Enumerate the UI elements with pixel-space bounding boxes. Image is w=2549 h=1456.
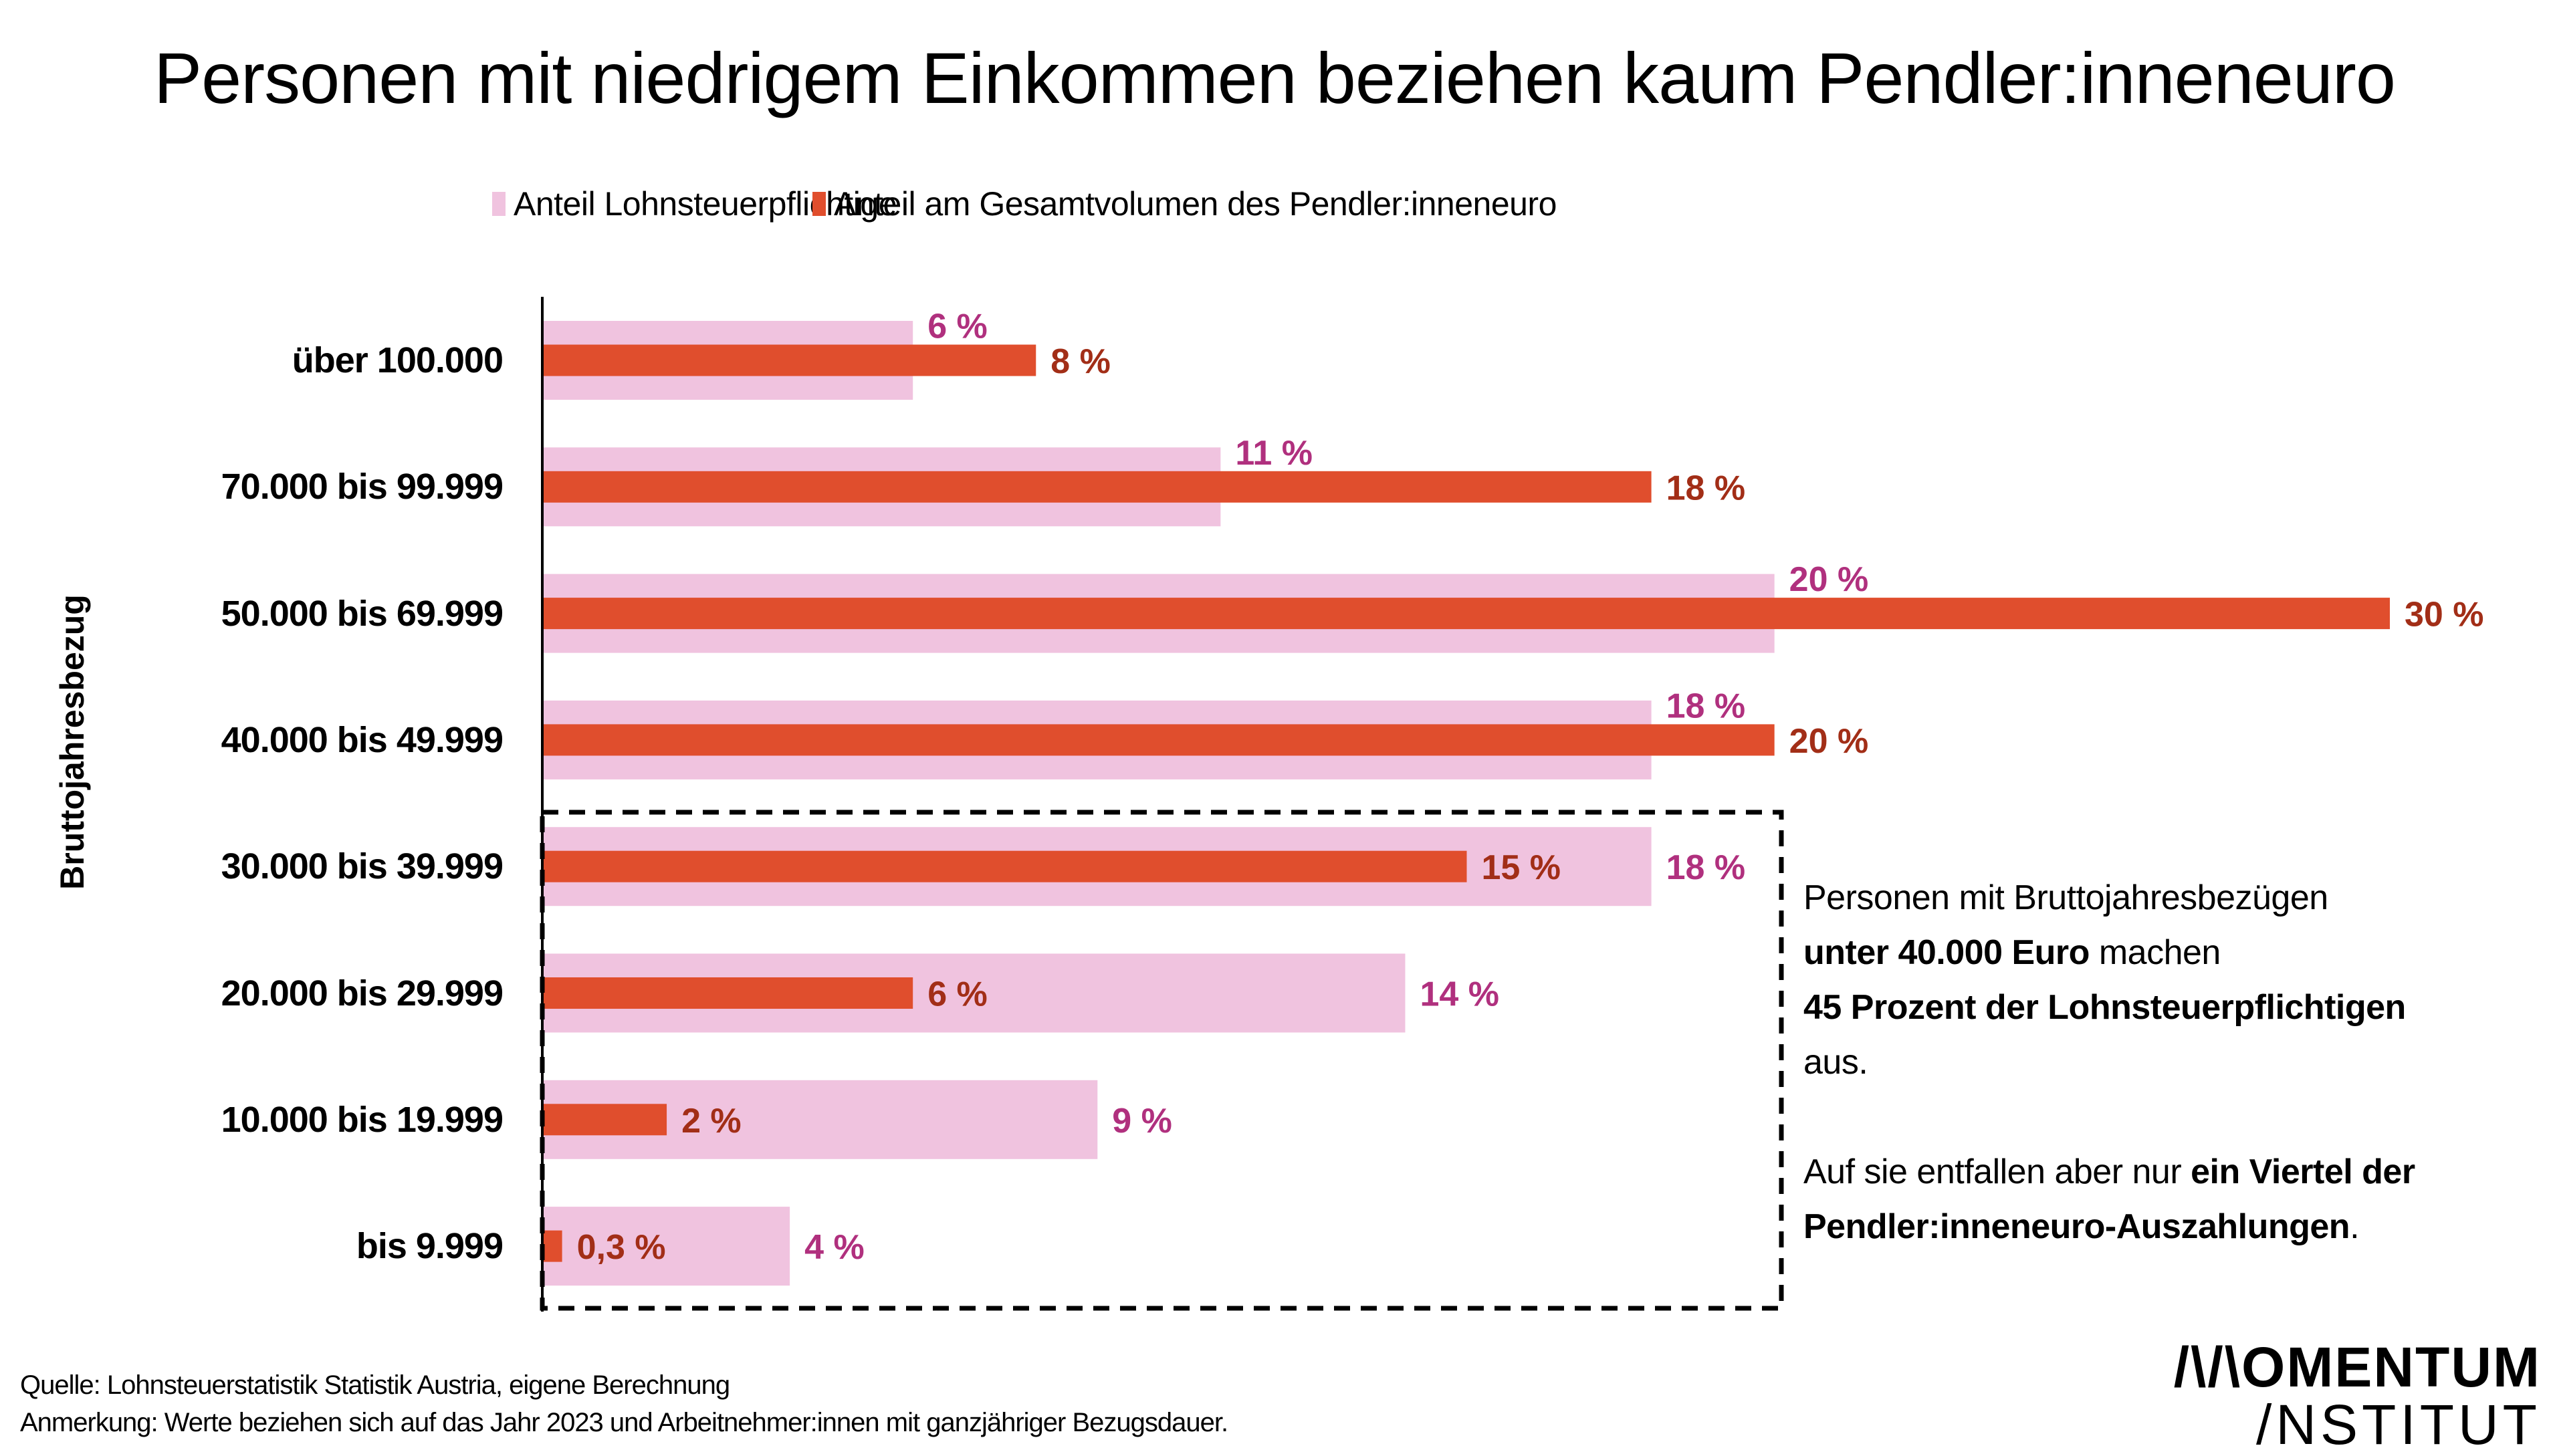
annotation-bold: ein Viertel der xyxy=(2191,1152,2415,1191)
value-label-pendlereuro: 20 % xyxy=(1789,722,1869,761)
bar-pendlereuro xyxy=(544,1230,562,1262)
legend-swatch-pink xyxy=(492,192,506,216)
category-label: 30.000 bis 39.999 xyxy=(221,846,504,887)
category-label: 20.000 bis 29.999 xyxy=(221,973,504,1013)
bar-pendlereuro xyxy=(544,977,913,1009)
annotation-text: Personen mit Bruttojahresbezügen xyxy=(1803,878,2328,917)
value-label-lohnsteuerpflichtige: 4 % xyxy=(804,1228,865,1267)
value-label-lohnsteuerpflichtige: 18 % xyxy=(1666,687,1746,725)
annotation-line: Personen mit Bruttojahresbezügen xyxy=(1803,870,2539,925)
category-label: 10.000 bis 19.999 xyxy=(221,1099,504,1140)
annotation-line: 45 Prozent der Lohnsteuerpflichtigen xyxy=(1803,980,2539,1035)
legend-label: Anteil am Gesamtvolumen des Pendler:inne… xyxy=(834,185,1557,223)
value-label-lohnsteuerpflichtige: 9 % xyxy=(1112,1102,1172,1140)
legend: Anteil Lohnsteuerpflichtige Anteil am Ge… xyxy=(0,180,2549,227)
category-label: 70.000 bis 99.999 xyxy=(221,467,504,507)
bar-pendlereuro xyxy=(544,724,1775,756)
annotation-text: Auf sie entfallen aber nur xyxy=(1803,1152,2191,1191)
source-note: Quelle: Lohnsteuerstatistik Statistik Au… xyxy=(20,1370,730,1400)
annotation-line: aus. xyxy=(1803,1035,2539,1090)
annotation: Personen mit Bruttojahresbezügen unter 4… xyxy=(1803,870,2539,1254)
category-label: 50.000 bis 69.999 xyxy=(221,593,504,634)
bar-pendlereuro xyxy=(544,598,2390,630)
logo-line-1: /\/\OMENTUM xyxy=(2173,1336,2541,1399)
annotation-line: unter 40.000 Euro machen xyxy=(1803,925,2539,980)
value-label-pendlereuro: 2 % xyxy=(681,1102,742,1140)
highlight-box-dashed xyxy=(540,810,1784,1311)
value-label-pendlereuro: 6 % xyxy=(927,975,988,1014)
chart-title: Personen mit niedrigem Einkommen beziehe… xyxy=(154,37,2396,118)
annotation-line: Pendler:inneneuro-Auszahlungen. xyxy=(1803,1199,2539,1254)
legend-label: Anteil Lohnsteuerpflichtige xyxy=(514,185,897,223)
category-label: bis 9.999 xyxy=(356,1226,504,1267)
annotation-bold: unter 40.000 Euro xyxy=(1803,933,2090,972)
momentum-institut-logo: /\/\OMENTUM /NSTITUT xyxy=(2173,1336,2541,1456)
logo-line-2: /NSTITUT xyxy=(2256,1393,2541,1456)
category-label: über 100.000 xyxy=(292,340,504,380)
footer: Quelle: Lohnsteuerstatistik Statistik Au… xyxy=(20,1366,1228,1441)
value-label-lohnsteuerpflichtige: 20 % xyxy=(1789,560,1869,599)
value-label-lohnsteuerpflichtige: 14 % xyxy=(1420,975,1499,1014)
legend-swatch-red xyxy=(812,192,826,216)
bar-pendlereuro xyxy=(544,1104,667,1136)
bar-lohnsteuerpflichtige xyxy=(544,1207,790,1286)
bar-pendlereuro xyxy=(544,471,1652,503)
annotation-bold: Pendler:inneneuro-Auszahlungen xyxy=(1803,1207,2350,1246)
legend-item-pendlereuro: Anteil am Gesamtvolumen des Pendler:inne… xyxy=(812,180,1557,227)
value-label-lohnsteuerpflichtige: 18 % xyxy=(1666,848,1746,887)
annotation-line: Auf sie entfallen aber nur ein Viertel d… xyxy=(1803,1144,2539,1199)
value-label-lohnsteuerpflichtige: 11 % xyxy=(1235,434,1313,473)
bar-pendlereuro xyxy=(544,850,1467,882)
remark-note: Anmerkung: Werte beziehen sich auf das J… xyxy=(20,1408,1228,1437)
annotation-text: . xyxy=(2350,1207,2360,1246)
value-label-pendlereuro: 15 % xyxy=(1482,848,1561,887)
value-label-pendlereuro: 0,3 % xyxy=(577,1228,666,1267)
bar-pendlereuro xyxy=(544,344,1036,376)
value-label-pendlereuro: 8 % xyxy=(1050,342,1111,381)
legend-item-lohnsteuerpflichtige: Anteil Lohnsteuerpflichtige xyxy=(492,180,897,227)
annotation-text: aus. xyxy=(1803,1043,1868,1082)
annotation-text: machen xyxy=(2089,933,2221,972)
annotation-bold: 45 Prozent der Lohnsteuerpflichtigen xyxy=(1803,988,2406,1027)
value-label-pendlereuro: 18 % xyxy=(1666,469,1746,507)
category-label: 40.000 bis 49.999 xyxy=(221,719,504,760)
value-label-pendlereuro: 30 % xyxy=(2405,596,2484,634)
value-label-lohnsteuerpflichtige: 6 % xyxy=(927,308,988,346)
